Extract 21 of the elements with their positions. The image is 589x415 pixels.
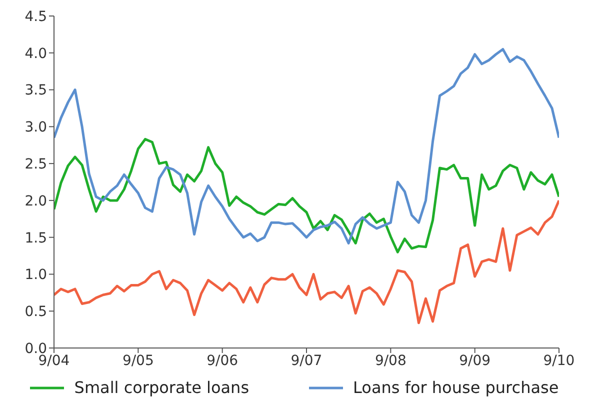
x-tick-label: 9/04 [38,352,70,369]
x-tick-label: 9/05 [122,352,154,369]
y-tick-label: 2.5 [24,156,47,173]
y-tick-label: 2.0 [24,193,47,210]
y-tick-label: 4.5 [24,8,47,25]
line-series [54,199,559,324]
y-tick-label: 3.0 [24,120,47,136]
y-tick-label: 0.5 [24,304,47,320]
y-tick-label: 1.0 [24,267,47,284]
x-tick-label: 9/10 [543,352,575,369]
y-tick-label: 4.0 [24,46,47,62]
y-tick-label: 1.5 [24,230,47,246]
x-tick-label: 9/09 [459,352,491,369]
line-series [54,48,559,244]
x-tick-label: 9/07 [290,352,322,369]
x-tick-label: 9/06 [206,352,238,369]
legend-label: Small corporate loans [74,378,250,397]
legend-label: Loans for house purchase [353,378,559,397]
line-series [54,138,559,254]
y-tick-label: 3.5 [24,82,47,99]
x-tick-label: 9/08 [374,352,406,369]
